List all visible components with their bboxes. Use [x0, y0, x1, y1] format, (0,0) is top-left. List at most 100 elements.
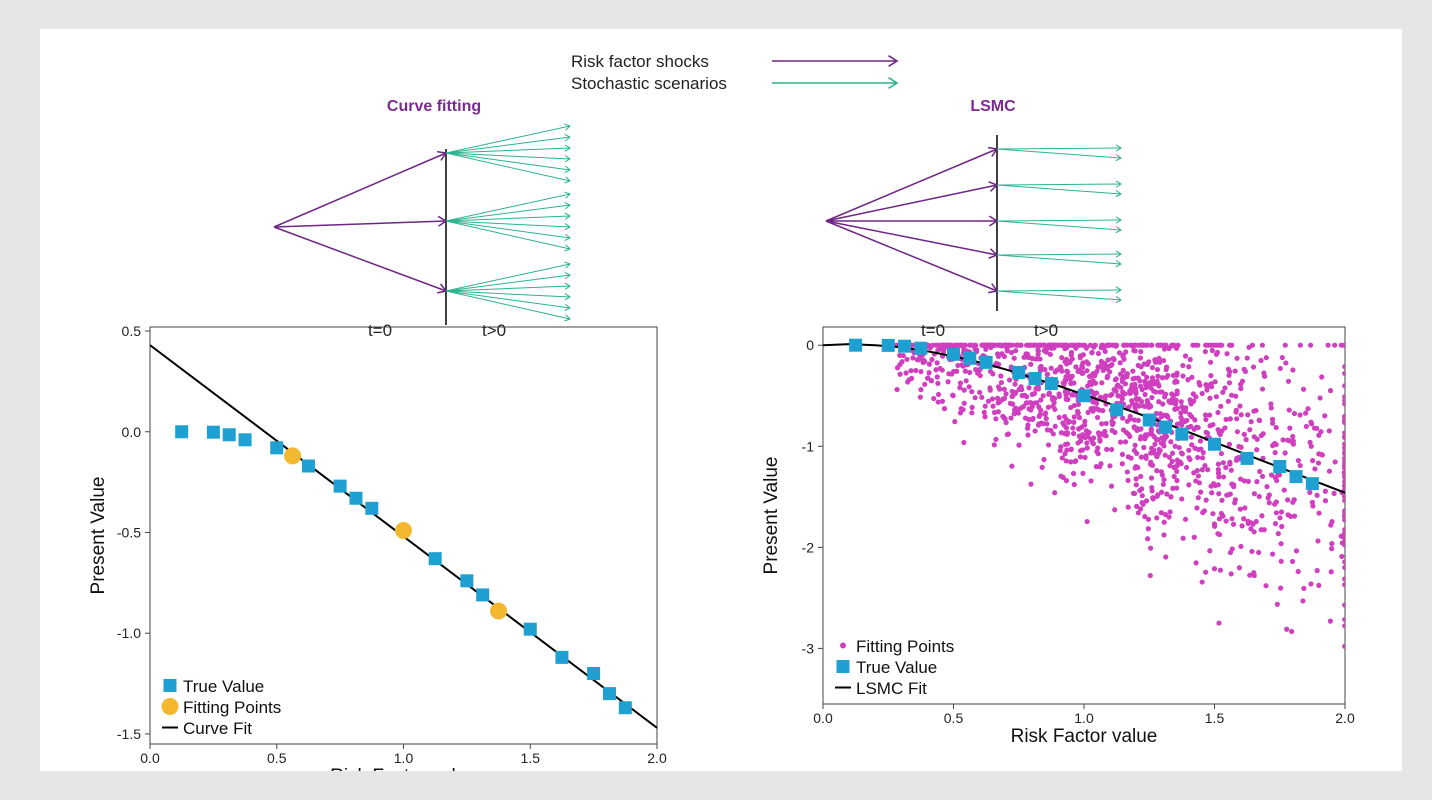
fitting-point	[1229, 516, 1235, 522]
true-value-point	[947, 347, 960, 361]
diagram-title-curve-fitting: Curve fitting	[387, 98, 481, 115]
fitting-point	[1174, 485, 1180, 491]
fitting-point	[934, 360, 940, 366]
fitting-point	[1245, 412, 1251, 418]
scenario-arrow-1-1	[996, 144, 1122, 152]
figure-canvas: Risk factor shocks Stochastic scenarios …	[88, 52, 1355, 771]
fitting-point	[1025, 432, 1031, 438]
fitting-point	[1084, 359, 1090, 365]
fitting-point	[1059, 368, 1065, 374]
fitting-point	[1207, 359, 1214, 365]
fitting-point	[1048, 345, 1054, 351]
shock-arrow	[772, 54, 899, 68]
fitting-point	[1303, 423, 1309, 430]
fitting-point	[1154, 515, 1160, 521]
x-tick-label: 1.5	[1205, 710, 1225, 726]
fitting-point	[1188, 423, 1194, 430]
fitting-point	[1079, 447, 1086, 453]
fitting-point	[1209, 490, 1215, 496]
fitting-point	[1138, 473, 1144, 480]
fitting-point	[1199, 390, 1205, 397]
fitting-point	[1024, 400, 1030, 406]
fitting-point	[1143, 453, 1149, 459]
fitting-point	[1163, 391, 1169, 397]
fitting-point	[1210, 421, 1216, 428]
fitting-point	[1021, 354, 1027, 360]
fitting-point	[1341, 469, 1345, 476]
fitting-point	[1242, 505, 1248, 511]
fitting-point	[1342, 364, 1345, 370]
fitting-point	[1076, 425, 1082, 432]
x-axis-ticks: 0.0 0.5 1.0 1.5 2.0	[813, 704, 1355, 726]
fitting-point	[1154, 493, 1160, 499]
fitting-point	[1269, 416, 1276, 422]
fitting-point	[1257, 468, 1263, 475]
fitting-point	[952, 419, 958, 425]
fitting-point	[1161, 357, 1167, 364]
fitting-point	[1327, 388, 1334, 394]
fitting-point	[993, 436, 999, 443]
true-value-point	[206, 425, 220, 439]
fitting-point	[1326, 428, 1332, 434]
true-value-point	[849, 338, 863, 352]
fitting-point	[1002, 416, 1008, 422]
fitting-point	[1071, 481, 1077, 488]
fitting-point	[1001, 342, 1008, 348]
fitting-point	[1295, 457, 1301, 464]
fitting-point	[1342, 451, 1345, 457]
fitting-point	[950, 392, 956, 398]
fitting-point	[1117, 360, 1123, 366]
scenario-arrow-3-3	[445, 282, 571, 292]
fitting-point	[1332, 342, 1338, 348]
fitting-point	[1342, 433, 1345, 439]
fitting-point	[1052, 423, 1058, 429]
fitting-point	[1179, 451, 1185, 457]
fitting-point	[1121, 356, 1127, 362]
fitting-point	[1045, 442, 1052, 448]
fitting-point	[1305, 406, 1311, 412]
fitting-point	[1156, 383, 1162, 389]
fitting-point	[1082, 434, 1088, 441]
lsmc-diagram	[825, 135, 1122, 311]
fitting-point	[1342, 342, 1345, 348]
fitting-point	[1212, 482, 1218, 489]
fitting-point	[1042, 342, 1048, 348]
fitting-point	[1056, 393, 1062, 400]
fitting-point	[1034, 342, 1041, 348]
fitting-point	[1043, 415, 1049, 422]
fitting-point	[1159, 435, 1165, 441]
fitting-point	[1135, 417, 1141, 424]
fitting-point	[991, 442, 997, 448]
fitting-point	[1280, 437, 1286, 443]
fitting-point	[1132, 375, 1138, 381]
fitting-point	[1140, 501, 1146, 507]
fitting-point	[1070, 425, 1076, 431]
fitting-point	[1037, 411, 1043, 417]
fitting-point	[1111, 357, 1117, 363]
fitting-point	[1169, 342, 1175, 348]
fitting-point	[1150, 495, 1156, 501]
true-value-point	[1044, 377, 1058, 391]
scenario-arrow-2-5	[445, 220, 571, 241]
fitting-point	[1085, 409, 1091, 415]
fitting-point	[1216, 342, 1222, 348]
fitting-point	[1084, 440, 1090, 446]
fitting-point	[1238, 381, 1244, 387]
fitting-point	[1233, 393, 1239, 399]
fitting-point	[1283, 360, 1289, 366]
fitting-point	[1133, 476, 1139, 482]
y-tick-label: -0.5	[117, 524, 141, 540]
fitting-point	[1174, 468, 1180, 474]
fitting-point	[1108, 446, 1115, 453]
true-value-point	[555, 650, 569, 664]
fitting-point	[1031, 390, 1038, 397]
fitting-point	[1331, 490, 1337, 496]
fitting-point	[1260, 431, 1266, 437]
fitting-point	[1272, 520, 1279, 527]
fitting-point	[1285, 497, 1291, 503]
fitting-point	[1256, 549, 1262, 556]
fitting-point	[395, 521, 412, 539]
scenario-arrow-3-1	[445, 261, 571, 292]
fitting-point	[1258, 527, 1264, 533]
fitting-point	[969, 410, 975, 416]
